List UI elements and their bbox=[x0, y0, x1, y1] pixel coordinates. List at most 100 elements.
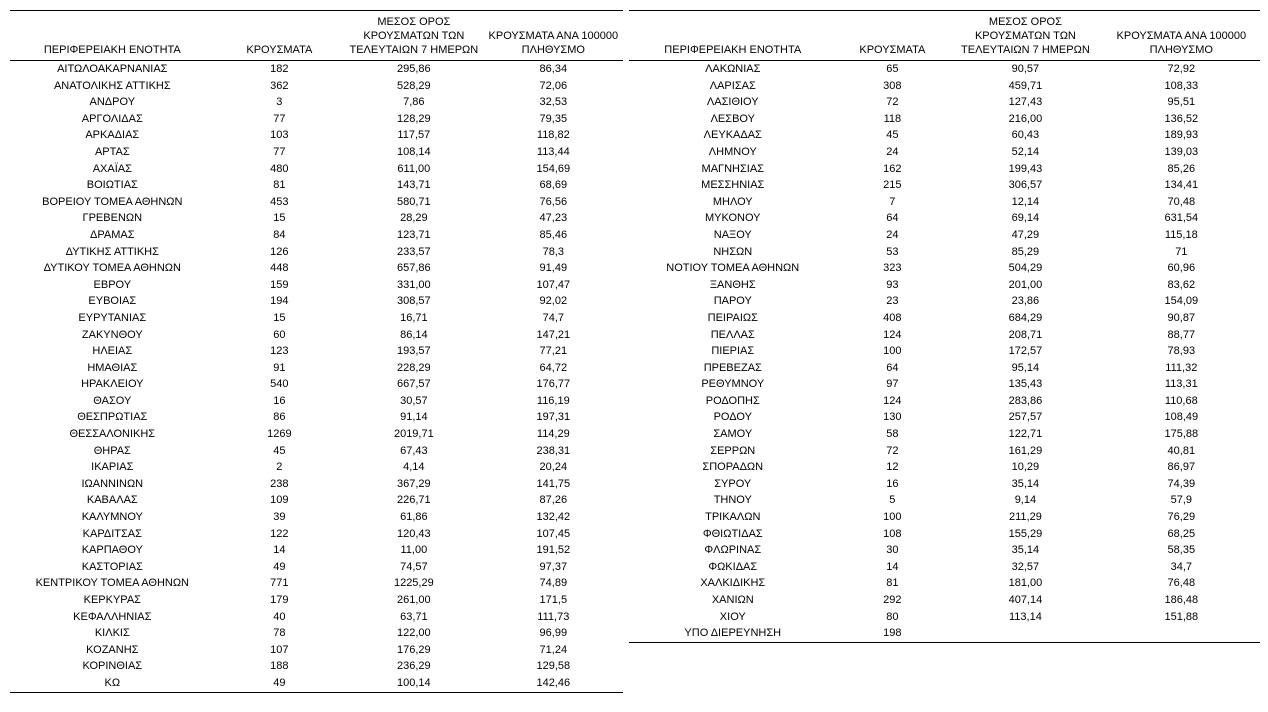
region-cell: ΣΑΜΟΥ bbox=[713, 428, 753, 441]
table-row: ΔΥΤΙΚΗΣ ΑΤΤΙΚΗΣ 126 233,57 78,3 bbox=[10, 244, 623, 261]
table-row: ΝΟΤΙΟΥ ΤΟΜΕΑ ΑΘΗΝΩΝ 323 504,29 60,96 bbox=[629, 260, 1260, 277]
per100k-cell: 115,18 bbox=[1164, 228, 1198, 241]
table-row: ΛΑΣΙΘΙΟΥ 72 127,43 95,51 bbox=[629, 94, 1260, 111]
region-cell: ΔΥΤΙΚΟΥ ΤΟΜΕΑ ΑΘΗΝΩΝ bbox=[43, 262, 181, 275]
cases-cell: 81 bbox=[886, 577, 899, 590]
region-cell: ΜΥΚΟΝΟΥ bbox=[704, 212, 761, 225]
region-cell: ΤΗΝΟΥ bbox=[713, 494, 752, 507]
region-cell: ΘΑΣΟΥ bbox=[93, 394, 132, 407]
cases-cell: 49 bbox=[214, 674, 345, 693]
per100k-cell: 40,81 bbox=[1167, 444, 1196, 457]
cases-cell: 480 bbox=[270, 162, 289, 175]
per100k-cell: 87,26 bbox=[539, 494, 568, 507]
per100k-cell: 134,41 bbox=[1164, 179, 1199, 192]
avg7days-cell: 199,43 bbox=[1008, 162, 1043, 175]
avg7days-cell: 86,14 bbox=[400, 328, 428, 341]
cases-cell: 60 bbox=[273, 328, 286, 341]
table-row: ΦΩΚΙΔΑΣ 14 32,57 34,7 bbox=[629, 559, 1260, 576]
avg7days-cell: 60,43 bbox=[1011, 129, 1040, 142]
per100k-cell: 113,44 bbox=[536, 145, 570, 158]
avg7days-cell: 657,86 bbox=[397, 262, 431, 275]
cases-cell: 124 bbox=[883, 328, 902, 341]
per100k-cell: 76,56 bbox=[539, 195, 568, 208]
table-row: ΙΩΑΝΝΙΝΩΝ 238 367,29 141,75 bbox=[10, 476, 623, 493]
avg7days-cell: 306,57 bbox=[1008, 179, 1043, 192]
per100k-cell: 85,26 bbox=[1167, 162, 1196, 175]
region-column-header: ΠΕΡΙΦΕΡΕΙΑΚΗ ΕΝΟΤΗΤΑ bbox=[629, 10, 837, 61]
cases-cell: 362 bbox=[270, 79, 289, 92]
table-row: ΚΟΡΙΝΘΙΑΣ 188 236,29 129,58 bbox=[10, 658, 623, 675]
tables-container: ΠΕΡΙΦΕΡΕΙΑΚΗ ΕΝΟΤΗΤΑ ΚΡΟΥΣΜΑΤΑ ΜΕΣΟΣ ΟΡΟ… bbox=[10, 10, 1260, 693]
per100k-cell: 71 bbox=[1175, 245, 1188, 258]
avg7days-cell: 257,57 bbox=[1008, 411, 1043, 424]
region-cell: ΡΕΘΥΜΝΟΥ bbox=[701, 378, 765, 391]
avg7days-cell: 127,43 bbox=[1008, 96, 1043, 109]
region-cell: ΝΟΤΙΟΥ ΤΟΜΕΑ ΑΘΗΝΩΝ bbox=[666, 262, 800, 275]
table-row: ΜΥΚΟΝΟΥ 64 69,14 631,54 bbox=[629, 210, 1260, 227]
avg7days-cell: 52,14 bbox=[1011, 145, 1040, 158]
per100k-cell: 197,31 bbox=[536, 411, 571, 424]
cases-cell: 39 bbox=[273, 511, 286, 524]
per100k-cell: 110,68 bbox=[1164, 394, 1198, 407]
per100k-cell: 76,29 bbox=[1167, 511, 1196, 524]
avg7days-cell: 67,43 bbox=[400, 444, 428, 457]
per100k-cell: 136,52 bbox=[1164, 112, 1199, 125]
table-row: ΞΑΝΘΗΣ 93 201,00 83,62 bbox=[629, 277, 1260, 294]
cases-cell: 109 bbox=[270, 494, 289, 507]
cases-cell: 91 bbox=[273, 361, 286, 374]
avg7days-cell: 161,29 bbox=[1008, 444, 1043, 457]
per100k-cell: 132,42 bbox=[536, 511, 571, 524]
header-row: ΠΕΡΙΦΕΡΕΙΑΚΗ ΕΝΟΤΗΤΑ ΚΡΟΥΣΜΑΤΑ ΜΕΣΟΣ ΟΡΟ… bbox=[10, 10, 624, 61]
per100k-column-header: ΚΡΟΥΣΜΑΤΑ ΑΝΑ 100000 ΠΛΗΘΥΣΜΟ bbox=[483, 10, 624, 61]
region-cell: ΚΑΛΥΜΝΟΥ bbox=[81, 511, 143, 524]
per100k-cell: 78,93 bbox=[1167, 345, 1196, 358]
per100k-cell: 111,32 bbox=[1165, 361, 1198, 374]
region-cell: ΛΕΣΒΟΥ bbox=[710, 112, 755, 125]
avg7days-cell bbox=[948, 625, 1103, 643]
cases-cell: 123 bbox=[270, 345, 289, 358]
cases-cell: 159 bbox=[270, 278, 289, 291]
cases-cell: 45 bbox=[886, 129, 899, 142]
table-row: ΧΑΝΙΩΝ 292 407,14 186,48 bbox=[629, 592, 1260, 609]
region-cell: ΠΕΙΡΑΙΩΣ bbox=[707, 311, 758, 324]
region-cell: ΕΒΡΟΥ bbox=[93, 278, 132, 291]
avg7days-cell: 459,71 bbox=[1008, 79, 1043, 92]
avg7days-cell: 1225,29 bbox=[393, 577, 434, 590]
per100k-cell: 92,02 bbox=[539, 295, 568, 308]
per100k-cell: 74,89 bbox=[539, 577, 568, 590]
per100k-cell: 85,46 bbox=[539, 228, 568, 241]
avg7days-cell: 331,00 bbox=[397, 278, 431, 291]
cases-cell: 12 bbox=[886, 461, 899, 474]
region-cell: ΦΩΚΙΔΑΣ bbox=[708, 560, 758, 573]
per100k-cell: 74,39 bbox=[1167, 477, 1196, 490]
region-cell: ΡΟΔΟΠΗΣ bbox=[705, 394, 760, 407]
avg7days-cell: 122,00 bbox=[397, 627, 431, 640]
per100k-cell: 142,46 bbox=[483, 674, 624, 693]
region-cell: ΕΥΒΟΙΑΣ bbox=[88, 295, 137, 308]
region-cell: ΝΑΞΟΥ bbox=[713, 228, 752, 241]
region-cell: ΚΕΡΚΥΡΑΣ bbox=[83, 594, 141, 606]
region-cell: ΧΙΟΥ bbox=[719, 610, 746, 623]
avg7days-cell: 228,29 bbox=[397, 361, 431, 374]
table-row: ΚΑΒΑΛΑΣ 109 226,71 87,26 bbox=[10, 492, 623, 509]
region-cell: ΚΑΡΔΙΤΣΑΣ bbox=[82, 527, 142, 540]
per100k-cell: 171,5 bbox=[539, 594, 568, 606]
per100k-cell: 189,93 bbox=[1164, 129, 1199, 142]
cases-cell: 122 bbox=[270, 527, 289, 540]
table-row: ΑΡΤΑΣ 77 108,14 113,44 bbox=[10, 144, 623, 161]
cases-cell: 308 bbox=[883, 79, 902, 92]
region-cell: ΙΚΑΡΙΑΣ bbox=[91, 461, 134, 474]
per100k-cell: 72,92 bbox=[1167, 63, 1196, 75]
per100k-cell: 107,47 bbox=[536, 278, 571, 291]
region-cell: ΑΡΤΑΣ bbox=[94, 145, 130, 158]
regional-table-right: ΠΕΡΙΦΕΡΕΙΑΚΗ ΕΝΟΤΗΤΑ ΚΡΟΥΣΜΑΤΑ ΜΕΣΟΣ ΟΡΟ… bbox=[629, 10, 1260, 643]
cases-cell: 238 bbox=[270, 477, 289, 490]
avg7days-cell: 176,29 bbox=[397, 643, 431, 656]
table-row: ΚΑΛΥΜΝΟΥ 39 61,86 132,42 bbox=[10, 509, 623, 526]
per100k-cell: 129,58 bbox=[536, 660, 571, 673]
cases-cell: 65 bbox=[886, 63, 899, 75]
cases-cell: 108 bbox=[883, 527, 902, 540]
region-cell: ΦΘΙΩΤΙΔΑΣ bbox=[702, 527, 763, 540]
region-cell: ΑΧΑΪΑΣ bbox=[92, 162, 132, 175]
